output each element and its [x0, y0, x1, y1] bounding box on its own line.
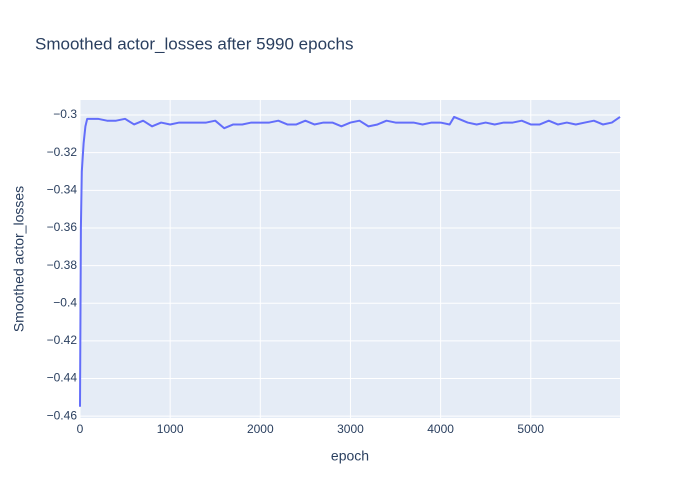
y-tick-label: −0.34: [47, 182, 78, 196]
x-tick-label: 1000: [157, 422, 184, 436]
x-tick-label: 5000: [517, 422, 544, 436]
y-tick-label: −0.44: [47, 371, 78, 385]
y-tick-label: −0.42: [47, 333, 78, 347]
x-tick-label: 2000: [247, 422, 274, 436]
y-tick-label: −0.46: [47, 408, 78, 422]
x-axis-title: epoch: [331, 448, 369, 464]
y-tick-label: −0.36: [47, 220, 78, 234]
y-tick-label: −0.4: [53, 295, 77, 309]
x-tick-label: 3000: [337, 422, 364, 436]
x-tick-label: 0: [77, 422, 84, 436]
y-tick-label: −0.32: [47, 145, 78, 159]
chart-title: Smoothed actor_losses after 5990 epochs: [35, 34, 353, 53]
y-tick-label: −0.38: [47, 258, 78, 272]
y-axis-title: Smoothed actor_losses: [11, 186, 27, 332]
line-series: [79, 115, 621, 407]
y-tick-label: −0.3: [53, 107, 77, 121]
x-tick-label: 4000: [427, 422, 454, 436]
